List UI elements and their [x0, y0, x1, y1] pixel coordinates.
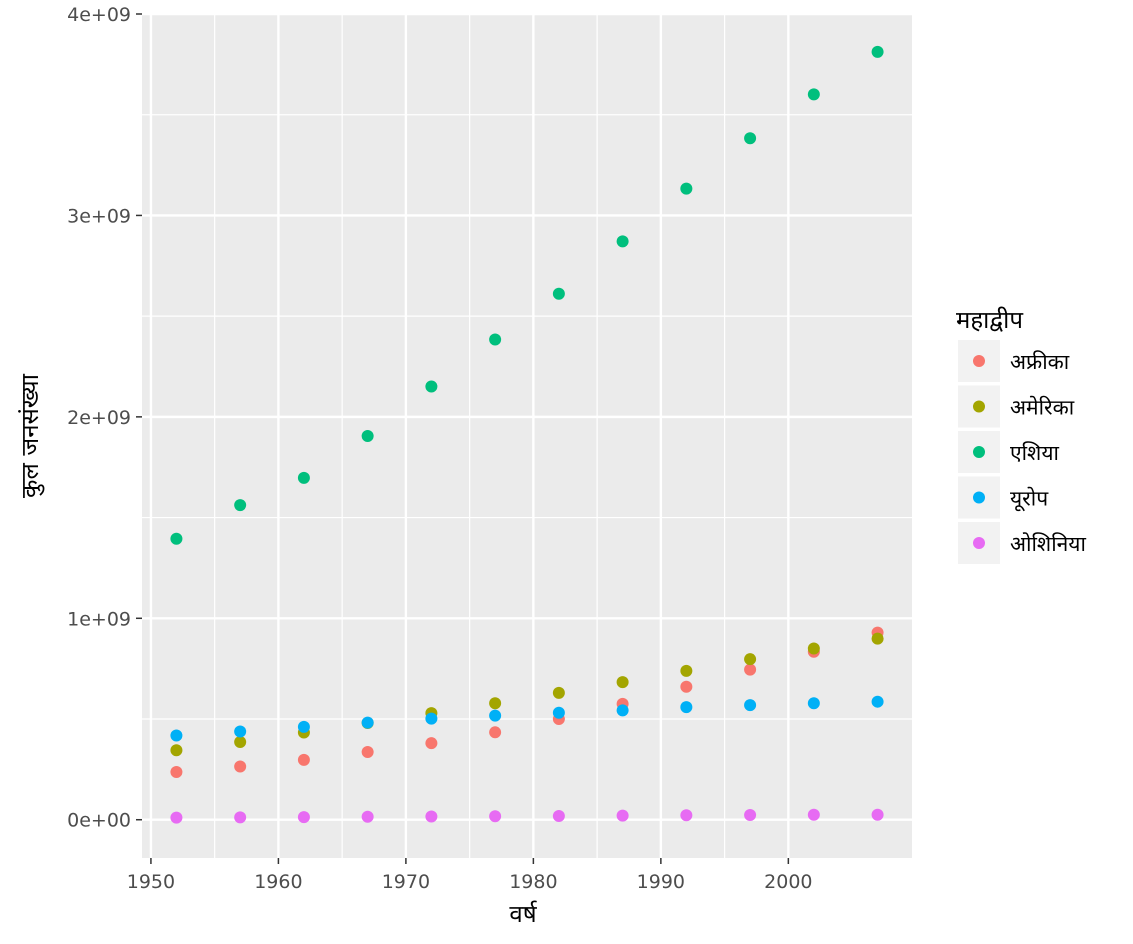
legend-title: महाद्वीप: [956, 306, 1023, 334]
plot-panel: [142, 14, 912, 858]
data-point: [297, 753, 310, 766]
legend-label: ओशिनिया: [1010, 532, 1086, 556]
y-tick-label: 2e+09: [67, 407, 131, 429]
data-point: [552, 809, 565, 822]
data-point: [680, 680, 693, 693]
x-tick-label: 1950: [127, 871, 175, 893]
data-point: [361, 430, 374, 442]
legend-label: अमेरिका: [1010, 396, 1075, 420]
data-point: [744, 808, 757, 821]
data-point: [807, 808, 820, 821]
y-tick-label: 4e+09: [67, 4, 131, 26]
data-point: [234, 735, 247, 748]
data-point: [616, 704, 629, 717]
x-tick-label: 1970: [382, 871, 430, 893]
data-points: [170, 45, 884, 824]
x-tick-label: 1980: [509, 871, 557, 893]
data-point: [297, 720, 310, 733]
data-point: [744, 699, 757, 712]
data-point: [616, 676, 629, 689]
data-point: [170, 729, 183, 742]
data-point: [425, 810, 438, 823]
x-tick-labels: 1950 1960 1970 1980 1990 2000: [127, 871, 813, 893]
data-point: [170, 744, 183, 757]
data-point: [425, 380, 438, 393]
data-point: [680, 701, 693, 714]
data-point: [552, 287, 565, 300]
data-point: [234, 499, 247, 512]
y-tick-label: 0e+00: [67, 810, 131, 832]
data-point: [680, 664, 693, 677]
x-tick-label: 1960: [254, 871, 302, 893]
legend-label: एशिया: [1010, 441, 1060, 465]
data-point: [425, 712, 438, 725]
data-point: [680, 809, 693, 822]
y-tick-labels: 0e+00 1e+09 2e+09 3e+09 4e+09: [67, 4, 131, 832]
data-point: [361, 716, 374, 729]
legend-swatch: [973, 537, 985, 549]
data-point: [744, 653, 757, 666]
x-tick-label: 1990: [637, 871, 685, 893]
data-point: [807, 642, 820, 655]
data-point: [616, 235, 629, 248]
legend-label: यूरोप: [1010, 487, 1049, 512]
legend-items: अफ्रीका अमेरिका एशिया यूरोप ओशिनिया: [958, 340, 1086, 564]
data-point: [489, 810, 502, 823]
data-point: [744, 663, 757, 676]
data-point: [871, 808, 884, 821]
data-point: [170, 811, 183, 824]
data-point: [807, 88, 820, 101]
y-tick-label: 1e+09: [67, 608, 131, 630]
data-point: [234, 760, 247, 773]
major-gridlines: [142, 12, 912, 858]
data-point: [489, 697, 502, 710]
data-point: [616, 809, 629, 822]
data-point: [871, 45, 884, 58]
data-point: [680, 182, 693, 195]
legend: महाद्वीप अफ्रीका अमेरिका एशिया यूरोप ओशिनिया: [956, 306, 1086, 564]
data-point: [361, 746, 374, 759]
x-tick-label: 2000: [764, 871, 812, 893]
data-point: [297, 811, 310, 824]
data-point: [234, 811, 247, 824]
legend-swatch: [973, 491, 985, 504]
x-axis-title: वर्ष: [509, 900, 537, 928]
y-tick-label: 3e+09: [67, 205, 131, 227]
data-point: [170, 765, 183, 778]
data-point: [361, 810, 374, 823]
data-point: [552, 686, 565, 699]
data-point: [234, 725, 247, 738]
data-point: [489, 726, 502, 739]
data-point: [871, 632, 884, 645]
data-point: [297, 471, 310, 484]
axis-ticks: [136, 13, 790, 864]
legend-swatch: [973, 355, 985, 367]
data-point: [744, 132, 757, 145]
legend-swatch: [973, 400, 985, 413]
data-point: [807, 697, 820, 710]
data-point: [489, 709, 502, 722]
legend-label: अफ्रीका: [1010, 350, 1070, 374]
data-point: [170, 532, 183, 545]
y-axis-title: कुल जनसंख्या: [16, 373, 45, 498]
legend-swatch: [973, 446, 985, 458]
minor-gridlines: [142, 14, 912, 858]
data-point: [489, 333, 502, 346]
data-point: [871, 695, 884, 708]
data-point: [425, 737, 438, 750]
data-point: [552, 706, 565, 719]
